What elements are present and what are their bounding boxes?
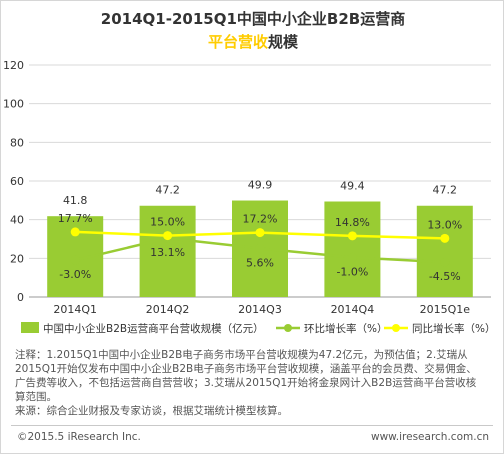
- series-point-2: [70, 227, 80, 237]
- chart-title: 2014Q1-2015Q1中国中小企业B2B运营商: [101, 10, 405, 28]
- y-tick-label: 100: [3, 98, 24, 111]
- y-axis-ticks: 0 20 40 60 80 100 120: [3, 59, 24, 304]
- legend-label: 同比增长率（%）: [412, 322, 495, 335]
- bar: [324, 201, 381, 297]
- note-line: 注释：1.2015Q1中国中小企业B2B电子商务市场平台营收规模为47.2亿元，…: [15, 349, 468, 361]
- bar-value-label: 47.2: [433, 184, 458, 197]
- x-tick-label: 2015Q1e: [420, 303, 471, 316]
- line-value-label: 5.6%: [246, 256, 274, 269]
- legend-label: 环比增长率（%）: [304, 322, 387, 335]
- series-point-2: [163, 231, 173, 241]
- grid-lines: [29, 64, 491, 298]
- legend-label: 中国中小企业B2B运营商平台营收规模（亿元）: [43, 322, 264, 335]
- legend-marker-yoy: [392, 324, 400, 332]
- source-line: 来源：综合企业财报及专家访谈，根据艾瑞统计模型核算。: [15, 405, 288, 417]
- chart-figure: 2014Q1-2015Q1中国中小企业B2B运营商 平台营收规模 0 20 40 60…: [3, 10, 495, 335]
- line-value-label: -3.0%: [59, 268, 91, 281]
- series-point-1: [255, 243, 265, 253]
- x-tick-label: 2014Q1: [53, 303, 97, 316]
- line-value-label: -1.0%: [336, 265, 368, 278]
- chart-subtitle-highlight: 平台营收: [208, 33, 268, 51]
- y-tick-label: 60: [10, 175, 24, 188]
- legend: 中国中小企业B2B运营商平台营收规模（亿元） 环比增长率（%） 同比增长率（%）: [21, 322, 495, 335]
- footer-divider: [11, 425, 493, 426]
- line-value-label: -4.5%: [429, 270, 461, 283]
- legend-swatch-bar: [21, 322, 39, 333]
- x-tick-label: 2014Q2: [146, 303, 190, 316]
- bar: [139, 205, 196, 297]
- line-value-label: 15.0%: [150, 216, 185, 229]
- chart-subtitle-rest: 规模: [268, 33, 299, 51]
- y-tick-label: 40: [10, 214, 24, 227]
- copyright-text: ©2015.5 iResearch Inc.: [17, 431, 141, 443]
- bar-value-label: 41.8: [63, 194, 88, 207]
- line-value-labels: -3.0% 13.1% 5.6% -1.0% -4.5% 17.7% 15.0% 17.2% 1…: [58, 212, 463, 283]
- note-line: 广告费等收入，不包括运营商自营营收；3.艾瑞从2015Q1开始将金泉网计入B2B…: [15, 377, 477, 389]
- line-value-label: 17.2%: [243, 213, 278, 226]
- x-tick-label: 2014Q4: [331, 303, 375, 316]
- line-value-label: 17.7%: [58, 212, 93, 225]
- y-tick-label: 120: [3, 59, 24, 72]
- bar: [416, 205, 473, 297]
- y-tick-label: 80: [10, 136, 24, 149]
- series-point-1: [70, 255, 80, 265]
- bar-value-label: 49.9: [248, 179, 273, 192]
- bar-value-label: 47.2: [155, 184, 180, 197]
- bar-series: [47, 200, 473, 297]
- bar-value-labels: 41.8 47.2 49.9 49.4 47.2: [63, 179, 457, 208]
- line-series: [70, 227, 450, 267]
- x-axis-ticks: 2014Q1 2014Q2 2014Q3 2014Q4 2015Q1e: [53, 303, 470, 316]
- note-line: 2015Q1开始仅发布中国中小企业B2B电子商务市场平台营收规模，涵盖平台的会员…: [15, 363, 477, 375]
- line-value-label: 14.8%: [335, 216, 370, 229]
- series-point-2: [255, 228, 265, 238]
- legend-marker-mom: [284, 324, 292, 332]
- series-point-2: [440, 233, 450, 243]
- y-tick-label: 0: [17, 291, 24, 304]
- series-point-1: [347, 252, 357, 262]
- note-line: 算范围。: [15, 391, 57, 403]
- line-value-label: 13.1%: [150, 246, 185, 259]
- x-tick-label: 2014Q3: [238, 303, 282, 316]
- line-value-label: 13.0%: [427, 218, 462, 231]
- y-tick-label: 20: [10, 252, 24, 265]
- chart-subtitle: 平台营收规模: [208, 33, 299, 51]
- series-point-1: [440, 257, 450, 267]
- series-point-2: [347, 231, 357, 241]
- website-link[interactable]: www.iresearch.com.cn: [370, 431, 489, 443]
- chart-notes: 注释：1.2015Q1中国中小企业B2B电子商务市场平台营收规模为47.2亿元，…: [15, 348, 493, 418]
- bar-value-label: 49.4: [340, 179, 365, 192]
